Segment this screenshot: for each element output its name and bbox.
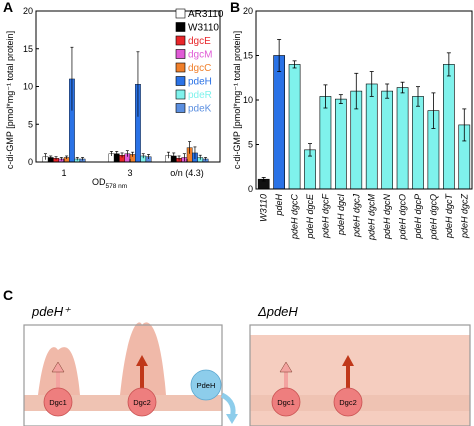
panel-b-chart: c-di-GMP [pmol*mg⁻¹ total protein] 0 5 10 1…: [232, 6, 473, 242]
panel-a-chart: c-di-GMP [pmol*mg⁻¹ total protein] 0 5 10 1…: [5, 6, 224, 190]
dgc1-protein: [43, 387, 73, 417]
a-legend-swatch: [175, 8, 186, 19]
b-xtick-label: pdeH: [274, 193, 284, 216]
b-xtick-label: pdeH dgcM: [367, 194, 377, 242]
right-dgc2-arrowhead: [342, 355, 354, 366]
cell-left-title: pdeH⁺: [31, 304, 71, 319]
a-legend-swatch: [175, 49, 186, 59]
b-bar: [365, 83, 378, 190]
panel-b-frame: [255, 10, 473, 190]
b-xtick-label: pdeH dgcI: [336, 194, 346, 237]
a-legend-label: pdeK: [188, 104, 212, 115]
b-xtick-label: pdeH dgcC: [290, 194, 300, 241]
a-xtick-label: 1: [61, 168, 66, 178]
a-legend-label: dgcC: [188, 63, 211, 74]
right-dgc1-protein: [271, 387, 301, 417]
b-bar: [273, 55, 285, 190]
b-ytick-label: 15: [243, 51, 253, 61]
a-legend-label: dgcE: [188, 36, 211, 47]
b-xtick-label: pdeH dgcE: [305, 193, 315, 240]
b-ytick-label: 10: [243, 95, 253, 105]
a-legend-label: pdeH: [188, 77, 212, 88]
cell-left-frame: [23, 324, 223, 426]
b-bar: [335, 98, 347, 190]
dgc1-label: Dgc1: [49, 398, 67, 407]
a-legend-label: AR3110: [188, 9, 224, 20]
dgc2-arrowhead: [136, 355, 148, 366]
b-bar: [396, 87, 409, 190]
a-ytick-label: 15: [23, 44, 33, 54]
b-ytick-label: 5: [248, 140, 253, 150]
a-legend-swatch: [175, 35, 186, 46]
b-xtick-label: pdeH dgcO: [398, 194, 408, 241]
panel-a-legend: AR3110 W3110 dgcE dgcM dgcC pdeH pdeR pdeK: [175, 8, 224, 115]
a-legend-swatch: [175, 76, 186, 86]
b-xtick-label: pdeH dgcQ: [428, 194, 438, 241]
cell-right-title: ΔpdeH: [257, 304, 298, 319]
b-xtick-label: pdeH dgcT: [444, 193, 454, 240]
a-ytick-label: 5: [28, 119, 33, 129]
cell-pdeh-plus: pdeH⁺ Dgc1 Dgc2 PdeH: [23, 304, 238, 426]
a-legend-swatch: [175, 89, 186, 100]
a-legend-swatch: [175, 62, 186, 73]
a-legend-swatch: [175, 103, 186, 113]
b-bar: [381, 90, 393, 190]
b-xtick-label: pdeH dgcF: [320, 194, 330, 240]
b-xtick-label: pdeH dgcZ: [459, 194, 469, 240]
a-ytick-label: 10: [23, 82, 33, 92]
b-bar: [319, 96, 332, 190]
panel-c-letter: C: [3, 287, 13, 303]
a-legend-label: dgcM: [188, 50, 212, 61]
panel-a-letter: A: [3, 0, 13, 15]
panel-a-ylabel: c-di-GMP [pmol*mg⁻¹ total protein]: [5, 31, 15, 169]
right-dgc1-arrowhead: [279, 361, 293, 373]
panel-a-xlabel: OD578 nm: [92, 177, 127, 190]
b-ytick-label: 0: [248, 184, 253, 194]
pdeh-protein: [190, 369, 222, 401]
right-dgc2-label: Dgc2: [339, 398, 357, 407]
cell-left-membrane: [24, 395, 222, 411]
dgc2-protein: [127, 387, 157, 417]
b-bar: [412, 96, 424, 190]
pdeh-arrowhead: [226, 414, 238, 424]
a-legend-label: pdeR: [188, 90, 212, 101]
right-dgc1-label: Dgc1: [277, 398, 295, 407]
a-ytick-label: 20: [23, 6, 33, 16]
b-bar: [443, 64, 455, 190]
a-xtick-label: o/n (4.3): [170, 168, 204, 178]
a-legend-label: W3110: [188, 23, 219, 34]
panel-c-diagram: pdeH⁺ Dgc1 Dgc2 PdeH ΔpdeH Dg: [23, 304, 471, 426]
b-ytick-label: 20: [243, 6, 253, 16]
cell-pdeh-delta: ΔpdeH Dgc1 Dgc2: [249, 304, 471, 426]
b-bar: [288, 64, 301, 190]
cell-right-frame: [249, 324, 471, 426]
pdeh-label: PdeH: [197, 381, 216, 390]
b-xtick-label: W3110: [259, 194, 269, 222]
panel-b-ylabel: c-di-GMP [pmol*mg⁻¹ total protein]: [232, 31, 242, 169]
b-xtick-label: pdeH dgcJ: [351, 194, 361, 239]
right-dgc2-protein: [333, 387, 363, 417]
dgc2-label: Dgc2: [133, 398, 151, 407]
panel-b-letter: B: [230, 0, 240, 15]
a-legend-swatch: [175, 22, 186, 32]
b-xtick-label: pdeH dgcN: [382, 194, 392, 241]
a-xtick-label: 3: [127, 168, 132, 178]
dgc1-arrowhead: [51, 361, 65, 373]
b-xtick-label: pdeH dgcP: [413, 194, 423, 240]
a-ytick-label: 0: [28, 157, 33, 167]
